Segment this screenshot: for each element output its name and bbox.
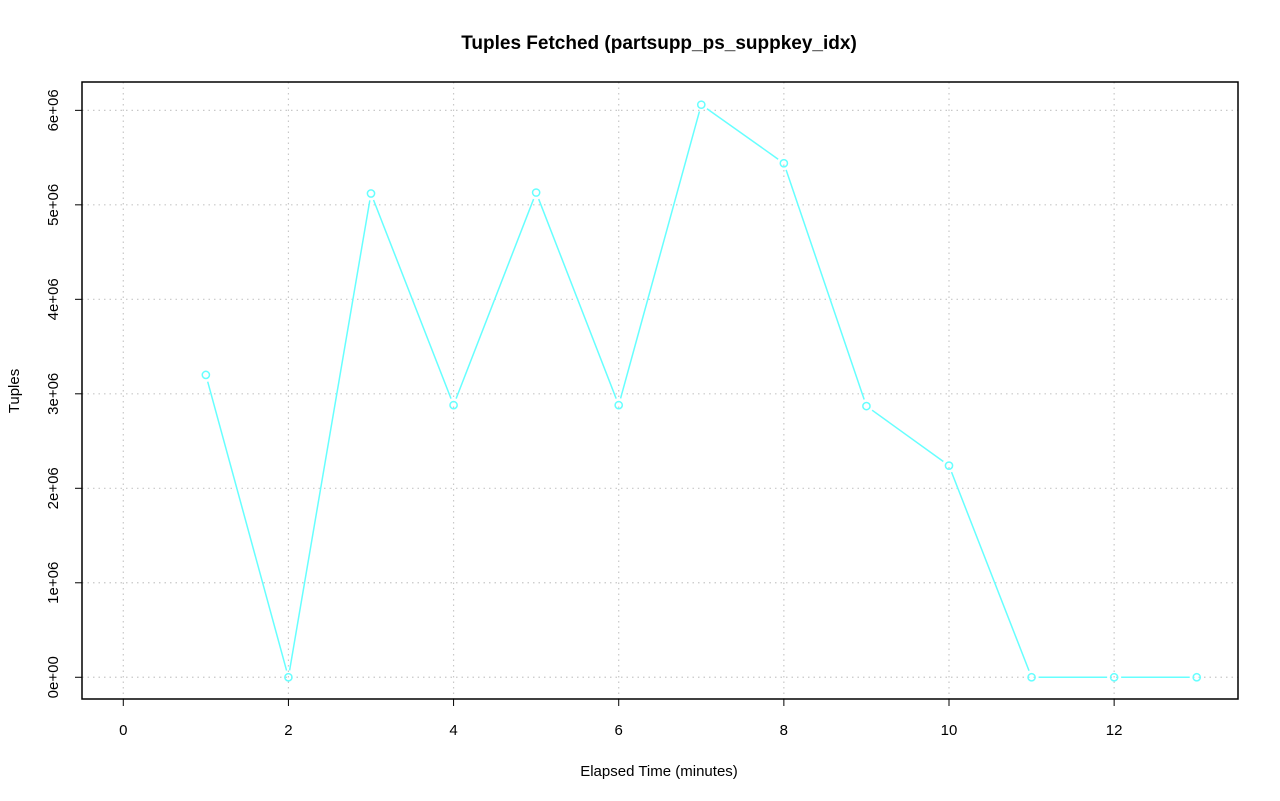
series-line-segment — [871, 409, 944, 463]
series-line-segment — [537, 198, 617, 399]
grid — [82, 82, 1238, 699]
chart-title: Tuples Fetched (partsupp_ps_suppkey_idx) — [461, 33, 857, 54]
series — [201, 100, 1202, 682]
data-point — [944, 461, 954, 470]
data-point — [1192, 672, 1202, 682]
y-tick-label: 0e+00 — [45, 656, 62, 698]
x-axis: 0 2 4 6 8 10 12 — [119, 698, 1123, 739]
series-line-segment — [455, 198, 535, 399]
data-point — [449, 400, 458, 410]
x-tick-label: 6 — [615, 722, 623, 739]
x-tick-label: 2 — [284, 722, 292, 739]
data-point — [614, 400, 624, 410]
series-line-segment — [372, 199, 452, 399]
x-axis-label: Elapsed Time (minutes) — [580, 763, 738, 780]
y-tick-label: 1e+06 — [45, 562, 62, 604]
x-tick-label: 12 — [1106, 722, 1123, 739]
data-point — [1109, 672, 1119, 682]
y-tick-label: 5e+06 — [45, 184, 62, 226]
data-point — [531, 188, 541, 197]
y-tick-label: 6e+06 — [45, 89, 62, 131]
data-point — [779, 158, 789, 168]
y-axis-label: Tuples — [6, 369, 23, 413]
series-line-segment — [950, 471, 1030, 672]
y-tick-label: 3e+06 — [45, 373, 62, 415]
data-point — [284, 672, 293, 682]
y-tick-label: 2e+06 — [45, 467, 62, 509]
data-point — [862, 401, 871, 411]
y-axis: 0e+00 1e+06 2e+06 3e+06 4e+06 5e+06 6e+06 — [45, 89, 82, 698]
series-line-segment — [619, 111, 701, 399]
x-tick-label: 8 — [780, 722, 788, 739]
data-point — [201, 370, 211, 380]
series-line-segment — [706, 108, 779, 160]
series-line-segment — [785, 169, 865, 400]
data-point — [1027, 672, 1036, 682]
data-point — [696, 100, 706, 110]
x-tick-label: 10 — [941, 722, 958, 739]
data-point — [366, 189, 376, 198]
series-line-segment — [288, 200, 371, 671]
x-tick-label: 0 — [119, 722, 127, 739]
series-line-segment — [206, 381, 288, 671]
plot-area-frame — [81, 81, 1239, 700]
y-tick-label: 4e+06 — [45, 278, 62, 320]
x-tick-label: 4 — [449, 722, 457, 739]
